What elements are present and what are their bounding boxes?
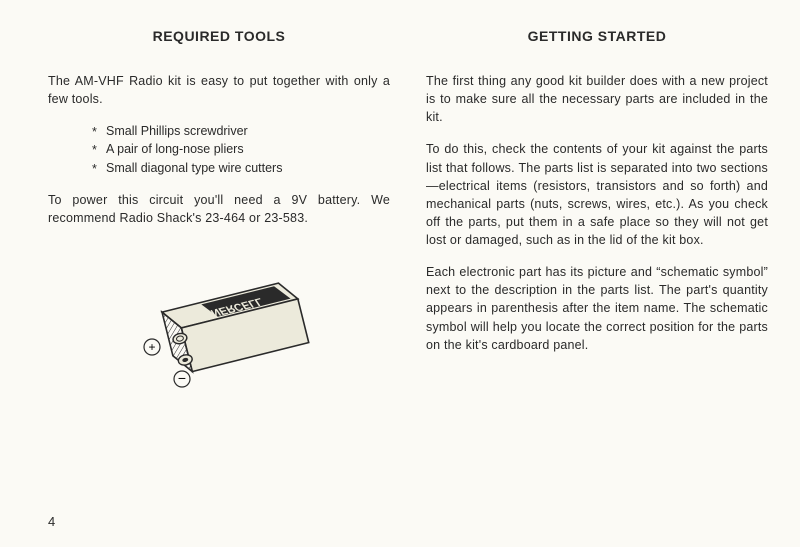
paragraph-2: To do this, check the contents of your k…	[426, 140, 768, 249]
battery-icon: ENERCELL + −	[114, 269, 324, 399]
battery-illustration: ENERCELL + −	[48, 269, 390, 399]
tool-item: Small diagonal type wire cutters	[106, 159, 390, 177]
plus-icon: +	[148, 340, 155, 354]
tool-list: Small Phillips screwdriver A pair of lon…	[48, 122, 390, 176]
right-column: GETTING STARTED The first thing any good…	[408, 28, 768, 527]
heading-required-tools: REQUIRED TOOLS	[48, 28, 390, 44]
tool-item: A pair of long-nose pliers	[106, 140, 390, 158]
intro-paragraph: The AM-VHF Radio kit is easy to put toge…	[48, 72, 390, 108]
paragraph-1: The first thing any good kit builder doe…	[426, 72, 768, 126]
left-column: REQUIRED TOOLS The AM-VHF Radio kit is e…	[48, 28, 408, 527]
outro-paragraph: To power this circuit you'll need a 9V b…	[48, 191, 390, 227]
heading-getting-started: GETTING STARTED	[426, 28, 768, 44]
tool-item: Small Phillips screwdriver	[106, 122, 390, 140]
minus-icon: −	[178, 370, 186, 386]
paragraph-3: Each electronic part has its picture and…	[426, 263, 768, 354]
page-number: 4	[48, 514, 55, 529]
